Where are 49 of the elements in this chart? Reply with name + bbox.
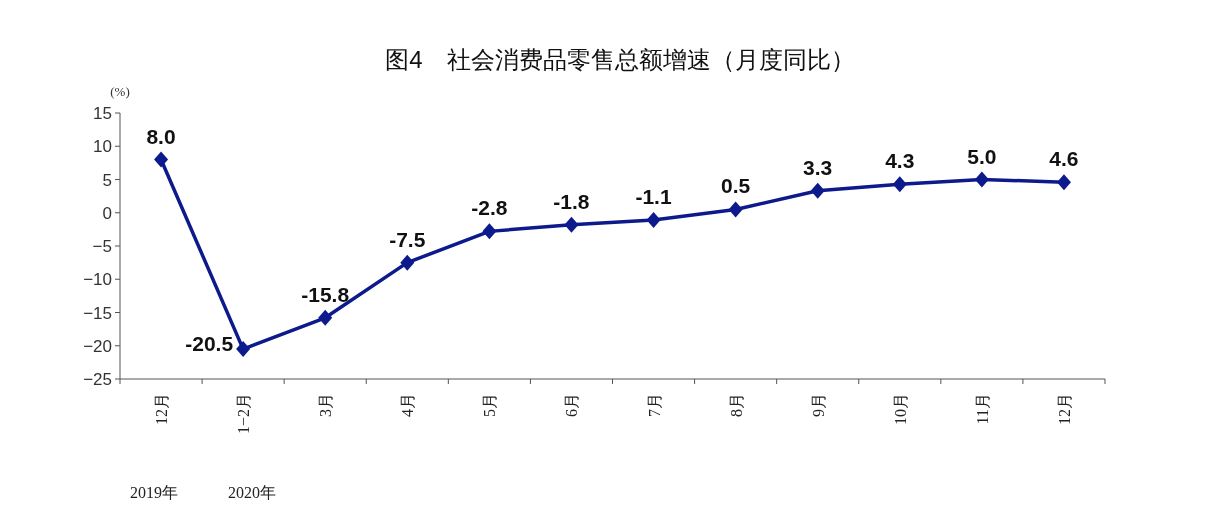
point	[318, 309, 333, 326]
y-tick-label: 0	[102, 203, 112, 223]
point	[154, 151, 169, 168]
data-label: 5.0	[967, 144, 997, 168]
point	[646, 212, 661, 229]
point	[236, 341, 251, 358]
x-tick-label: 10月	[891, 393, 909, 425]
y-tick-label: 10	[93, 137, 112, 157]
data-label: 4.3	[885, 149, 915, 173]
x-tick-label: 5月	[481, 393, 499, 417]
y-tick-label: −5	[92, 237, 112, 256]
data-label: 0.5	[721, 174, 751, 198]
chart-title: 图4 社会消费品零售总额增速（月度同比）	[385, 46, 855, 73]
point	[728, 201, 743, 218]
x-tick-label: 9月	[809, 393, 827, 417]
point	[892, 176, 907, 193]
y-tick-label: 5	[102, 170, 112, 190]
x-tick-label: 12月	[153, 393, 171, 425]
point	[482, 223, 497, 240]
point	[1056, 174, 1071, 191]
point	[400, 254, 415, 271]
x-tick-label: 7月	[645, 393, 663, 417]
x-tick-label: 8月	[727, 393, 745, 417]
point	[564, 216, 579, 233]
y-axis-title: (%)	[110, 84, 130, 99]
y-tick-label: 15	[93, 104, 112, 123]
point	[810, 182, 825, 199]
x-tick-label: 12月	[1055, 393, 1073, 425]
data-label: -20.5	[185, 332, 234, 356]
x-tick-label: 11月	[973, 393, 991, 425]
x-tick-label: 4月	[399, 393, 417, 417]
y-tick-label: −25	[83, 370, 112, 389]
data-label: -1.8	[553, 189, 590, 213]
text: 2020年	[228, 484, 276, 501]
y-tick-label: −20	[83, 336, 112, 356]
x-tick-label: 1−2月	[235, 393, 253, 435]
text: 2019年	[130, 484, 178, 501]
x-tick-label: 3月	[317, 393, 335, 417]
data-label: -2.8	[471, 196, 508, 220]
data-label: -7.5	[389, 227, 426, 251]
data-label: 3.3	[803, 155, 833, 179]
x-tick-label: 6月	[563, 393, 581, 417]
data-label: 8.0	[146, 124, 176, 148]
y-tick-label: −10	[83, 270, 112, 290]
data-label: 4.6	[1049, 147, 1079, 171]
point	[974, 171, 989, 188]
data-label: -15.8	[301, 282, 350, 306]
y-tick-label: −15	[83, 303, 112, 323]
data-label: -1.1	[635, 185, 672, 209]
